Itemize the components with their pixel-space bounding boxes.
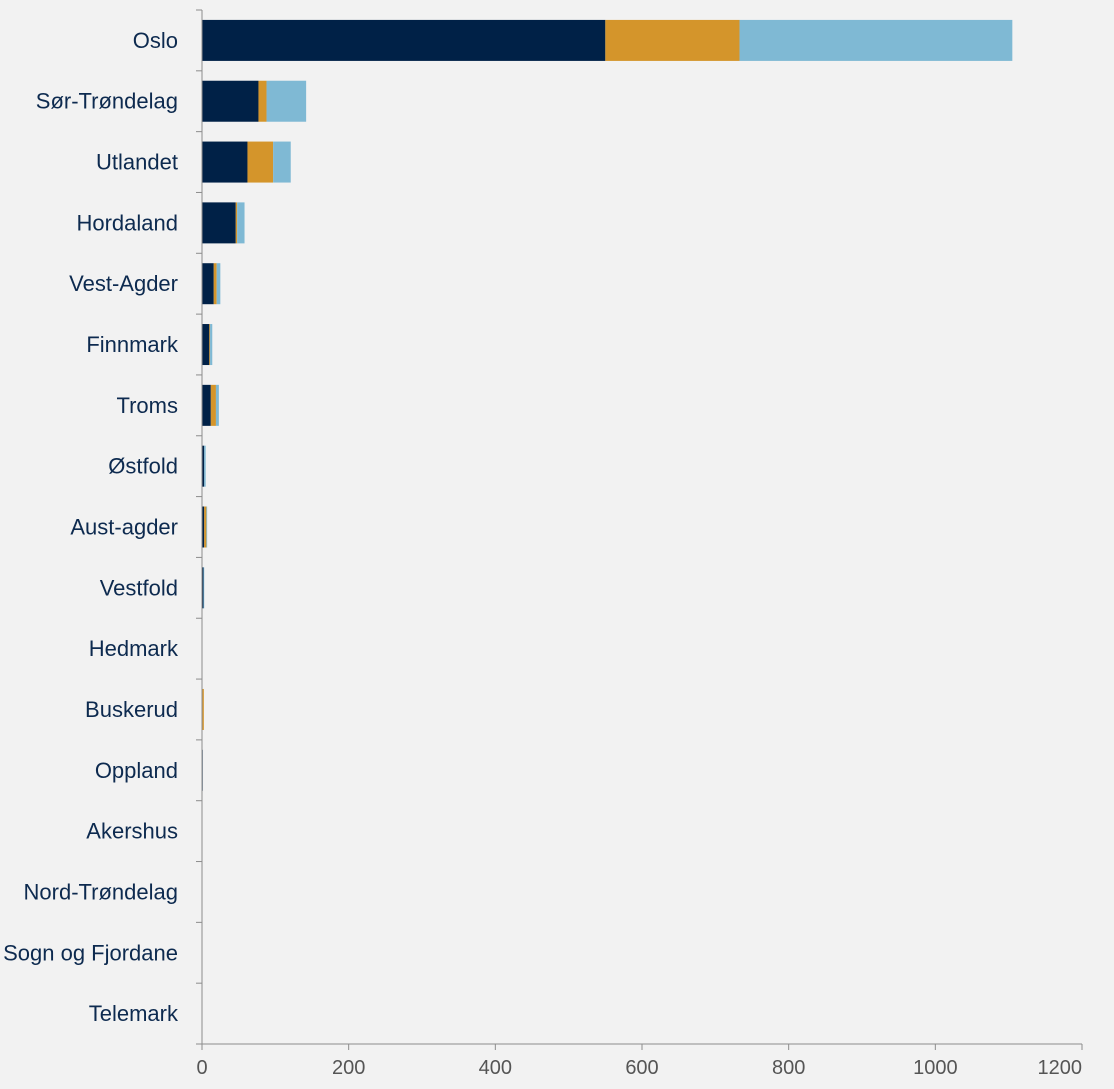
category-label-troms: Troms	[116, 393, 178, 418]
bar-segment-aust-agder-s2	[204, 506, 207, 548]
category-label-s-r-tr-ndelag: Sør-Trøndelag	[36, 89, 178, 114]
category-label-hordaland: Hordaland	[76, 210, 178, 235]
category-label-telemark: Telemark	[89, 1001, 179, 1026]
x-tick-label-600: 600	[625, 1057, 658, 1079]
bar-segment-utlandet-s3	[273, 141, 291, 183]
bar-segment-s-r-tr-ndelag-s2	[258, 80, 267, 122]
x-tick-label-1200: 1200	[1038, 1057, 1083, 1079]
category-label-buskerud: Buskerud	[85, 697, 178, 722]
x-tick-label-400: 400	[479, 1057, 512, 1079]
bar-segment-oslo-s1	[202, 19, 606, 61]
bar-segment-hordaland-s2	[235, 202, 238, 244]
category-label-sogn-og-fjordane: Sogn og Fjordane	[3, 940, 178, 965]
bar-segment-troms-s1	[202, 384, 211, 426]
x-tick-label-800: 800	[772, 1057, 805, 1079]
bar-segment-vest-agder-s3	[216, 263, 221, 305]
category-label-utlandet: Utlandet	[96, 150, 178, 175]
bar-segment-finnmark-s3	[210, 324, 213, 366]
bars-group	[202, 19, 1013, 1035]
bar-segment-oslo-s2	[605, 19, 740, 61]
bar-segment-vestfold-s3	[203, 567, 205, 609]
category-label-akershus: Akershus	[86, 819, 178, 844]
bar-segment-stfold-s1	[202, 445, 205, 487]
category-labels: Oslo Sør-Trøndelag Utlandet Hordaland Vest-A…	[3, 28, 179, 1026]
bar-segment-buskerud-s2	[202, 688, 204, 730]
bar-segment-troms-s3	[215, 384, 219, 426]
bar-segment-finnmark-s2	[209, 324, 211, 366]
axes-group	[196, 9, 1083, 1050]
bar-segment-hordaland-s3	[237, 202, 245, 244]
category-label-oppland: Oppland	[95, 758, 178, 783]
bar-segment-oslo-s3	[739, 19, 1013, 61]
bar-segment-utlandet-s1	[202, 141, 248, 183]
bar-segment-troms-s2	[210, 384, 216, 426]
x-tick-label-200: 200	[332, 1057, 365, 1079]
category-label-finnmark: Finnmark	[86, 332, 179, 357]
bar-segment-vest-agder-s2	[213, 263, 217, 305]
category-label-aust-agder: Aust-agder	[70, 515, 178, 540]
bar-segment-vestfold-s1	[202, 567, 204, 609]
category-label-stfold: Østfold	[108, 454, 178, 479]
x-tick-labels: 0 200 400 600 800 1000 1200	[196, 1057, 1082, 1079]
bar-segment-aust-agder-s3	[206, 506, 208, 548]
category-label-oslo: Oslo	[133, 28, 178, 53]
bar-segment-finnmark-s1	[202, 324, 210, 366]
bar-segment-utlandet-s2	[247, 141, 274, 183]
bar-segment-s-r-tr-ndelag-s3	[266, 80, 307, 122]
bar-segment-vest-agder-s1	[202, 263, 214, 305]
category-label-nord-tr-ndelag: Nord-Trøndelag	[24, 879, 178, 904]
bar-segment-aust-agder-s1	[202, 506, 205, 548]
bar-segment-stfold-s3	[204, 445, 206, 487]
x-tick-label-0: 0	[196, 1057, 207, 1079]
bar-segment-s-r-tr-ndelag-s1	[202, 80, 259, 122]
x-tick-label-1000: 1000	[913, 1057, 958, 1079]
category-label-hedmark: Hedmark	[89, 636, 179, 661]
category-label-vest-agder: Vest-Agder	[69, 271, 178, 296]
bar-segment-hordaland-s1	[202, 202, 236, 244]
category-label-vestfold: Vestfold	[100, 575, 178, 600]
